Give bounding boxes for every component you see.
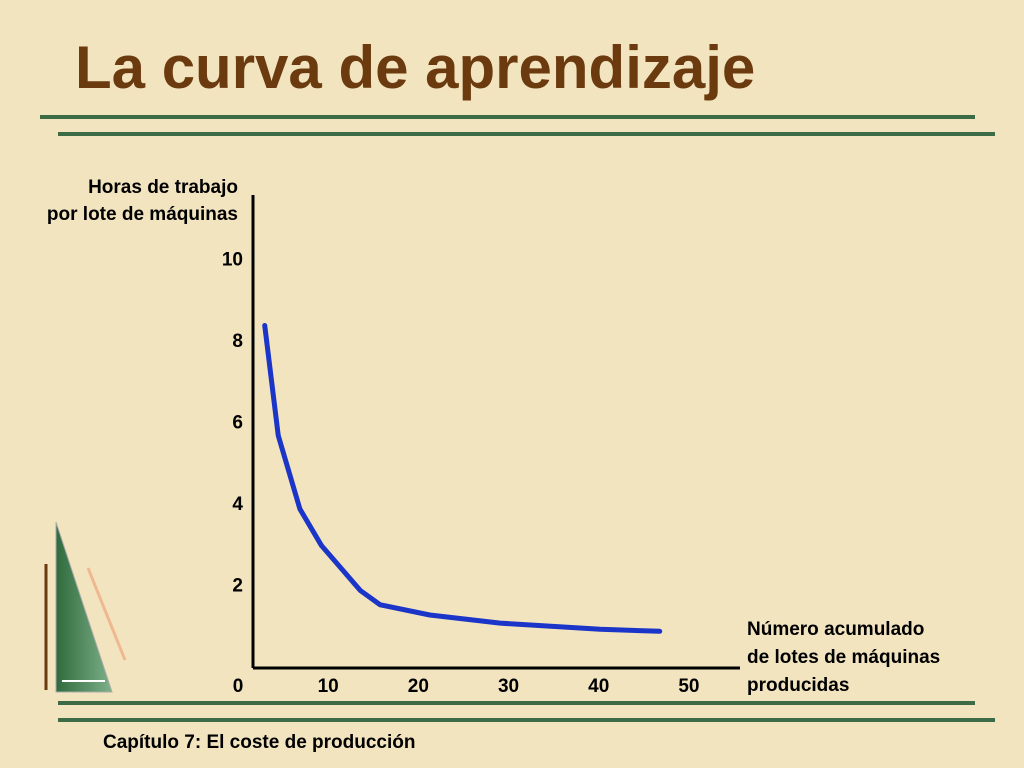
y-axis-label: Horas de trabajo: [88, 177, 238, 198]
y-tick-label: 6: [232, 412, 243, 433]
x-tick-label: 10: [318, 676, 339, 697]
decoration: [55, 521, 113, 693]
x-tick-label: 40: [588, 676, 609, 697]
title: La curva de aprendizaje: [75, 34, 755, 101]
x-axis-label: Número acumulado: [747, 619, 924, 640]
y-axis-label: por lote de máquinas: [47, 204, 238, 225]
x-tick-label: 30: [498, 676, 519, 697]
x-tick-label: 20: [408, 676, 429, 697]
x-axis-label: de lotes de máquinas: [747, 647, 940, 668]
y-tick-label: 4: [232, 494, 243, 515]
x-tick-label: 0: [233, 676, 244, 697]
x-axis-label: producidas: [747, 675, 849, 696]
y-tick-label: 8: [232, 331, 243, 352]
learning-curve: [262, 322, 663, 634]
x-tick-label: 50: [678, 676, 699, 697]
y-tick-label: 10: [222, 249, 243, 270]
footer: Capítulo 7: El coste de producción: [103, 732, 415, 753]
decoration: [86, 567, 127, 661]
y-tick-label: 2: [232, 575, 243, 596]
